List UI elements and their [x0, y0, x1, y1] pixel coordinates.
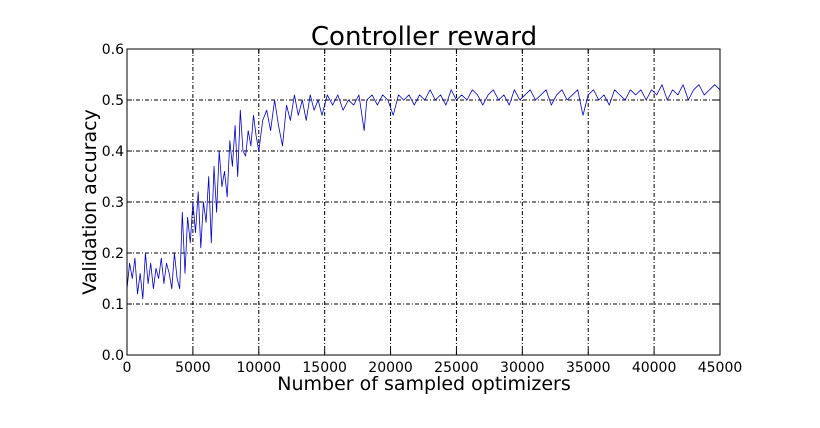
- y-axis-label: Validation accuracy: [79, 109, 101, 295]
- y-tick-label: 0.0: [102, 348, 124, 364]
- chart-title: Controller reward: [311, 22, 537, 52]
- y-tick-labels: 0.0 0.1 0.2 0.3 0.4 0.5 0.6: [102, 42, 124, 364]
- x-tick-label: 5000: [175, 360, 211, 376]
- x-tick-labels: 0 5000 10000 15000 20000 25000 30000 35000 40000…: [123, 360, 743, 376]
- plot-area: [126, 84, 721, 300]
- y-tick-label: 0.4: [102, 144, 124, 160]
- x-tick-label: 10000: [237, 360, 282, 376]
- y-tick-label: 0.1: [102, 297, 124, 313]
- x-tick-label: 0: [123, 360, 132, 376]
- x-tick-label: 15000: [302, 360, 347, 376]
- x-tick-label: 40000: [632, 360, 677, 376]
- y-tick-label: 0.2: [102, 246, 124, 262]
- y-tick-label: 0.6: [102, 42, 124, 58]
- x-tick-label: 35000: [566, 360, 611, 376]
- y-tick-label: 0.3: [102, 195, 124, 211]
- x-axis-label: Number of sampled optimizers: [277, 373, 570, 395]
- x-tick-label: 45000: [698, 360, 743, 376]
- series-line: [126, 84, 721, 300]
- x-tick-label: 30000: [500, 360, 545, 376]
- x-tick-label: 25000: [434, 360, 479, 376]
- y-tick-label: 0.5: [102, 93, 124, 109]
- x-tick-label: 20000: [368, 360, 413, 376]
- axis-ticks: [126, 48, 721, 356]
